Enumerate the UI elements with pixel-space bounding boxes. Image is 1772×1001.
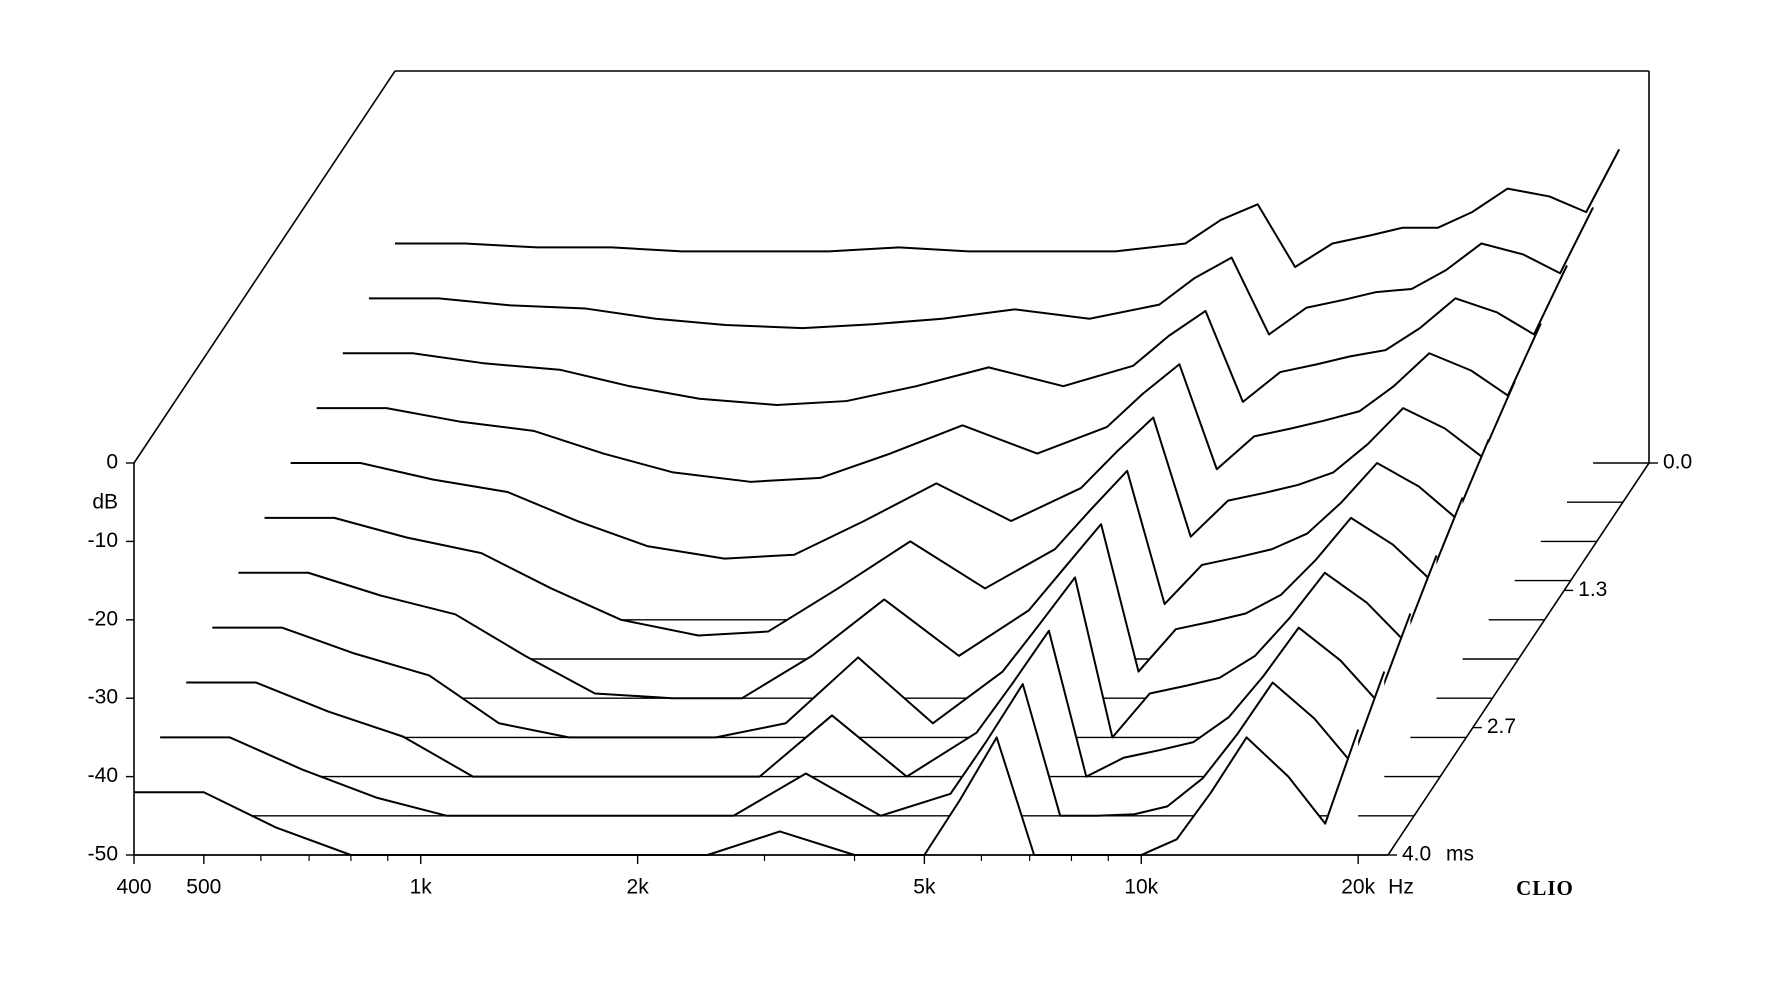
slice-fill [134, 729, 1359, 855]
slice-line [395, 148, 1621, 268]
y-unit: dB [92, 491, 118, 514]
slice-line [290, 381, 1516, 560]
x-tick-label: 20k [1341, 876, 1375, 899]
z-tick-label: 4.0 [1402, 843, 1431, 866]
y-tick-label: 0 [106, 451, 118, 474]
x-tick-label: 2k [627, 876, 650, 899]
slice-line [160, 671, 1386, 817]
y-tick-label: -50 [88, 843, 118, 866]
slice-line [212, 555, 1438, 739]
slice-line [264, 439, 1490, 637]
slice-line [342, 265, 1568, 406]
y-tick-label: -20 [88, 607, 118, 630]
z-tick-label: 2.7 [1487, 715, 1516, 738]
x-tick-label: 5k [913, 876, 936, 899]
y-tick-label: -40 [88, 764, 118, 787]
slice-line [186, 613, 1412, 778]
z-tick-label: 0.0 [1663, 451, 1692, 474]
slice-line [316, 323, 1542, 483]
x-tick-label: 10k [1124, 876, 1158, 899]
x-tick-label: 1k [410, 876, 433, 899]
left-depth-edge [133, 70, 396, 464]
slice-fill [290, 381, 1515, 620]
slice-line [368, 206, 1594, 336]
x-unit: Hz [1388, 876, 1414, 899]
z-tick-label: 1.3 [1578, 578, 1607, 601]
logo: CLIO [1516, 876, 1574, 900]
x-tick-label: 400 [116, 876, 151, 899]
y-tick-label: -10 [88, 529, 118, 552]
slice-fill [264, 439, 1489, 659]
x-tick-label: 500 [186, 876, 221, 899]
z-unit: ms [1446, 843, 1474, 866]
z-axis [1387, 462, 1650, 856]
slice-line [238, 497, 1464, 700]
y-tick-label: -30 [88, 686, 118, 709]
